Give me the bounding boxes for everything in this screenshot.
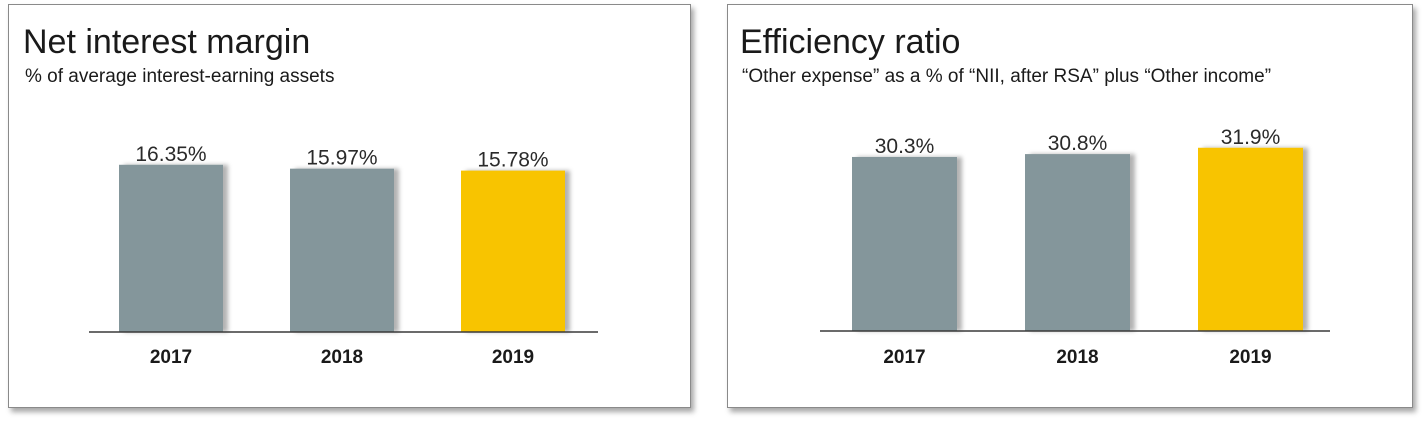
data-label-2017: 30.3%	[875, 135, 935, 158]
data-label-2019: 31.9%	[1221, 126, 1281, 149]
net-interest-margin-panel: Net interest margin % of average interes…	[8, 4, 691, 408]
data-label-2018: 30.8%	[1048, 132, 1108, 155]
category-label-2017: 2017	[883, 347, 925, 368]
bar-2019	[461, 170, 565, 332]
efficiency-ratio-chart: 30.3% 2017 30.8% 2018 31.9% 2019	[820, 126, 1330, 368]
efficiency-ratio-panel: Efficiency ratio “Other expense” as a % …	[727, 4, 1413, 408]
bar-2017	[852, 156, 957, 331]
data-label-2017: 16.35%	[135, 143, 206, 166]
chart-subtitle: “Other expense” as a % of “NII, after RS…	[742, 66, 1272, 87]
bar-2018	[290, 168, 394, 332]
category-label-2018: 2018	[1056, 347, 1098, 368]
bar-2019	[1198, 147, 1303, 331]
chart-title: Efficiency ratio	[740, 23, 961, 61]
category-label-2017: 2017	[150, 347, 192, 368]
bar-2017	[119, 164, 223, 332]
category-label-2019: 2019	[1229, 347, 1271, 368]
chart-subtitle: % of average interest-earning assets	[25, 66, 335, 87]
category-label-2018: 2018	[321, 347, 363, 368]
data-label-2019: 15.78%	[477, 149, 548, 172]
data-label-2018: 15.97%	[306, 147, 377, 170]
chart-title: Net interest margin	[23, 23, 311, 61]
category-label-2019: 2019	[492, 347, 534, 368]
bar-2018	[1025, 154, 1130, 331]
net-interest-margin-chart: 16.35% 2017 15.97% 2018 15.78% 2019	[89, 143, 598, 368]
